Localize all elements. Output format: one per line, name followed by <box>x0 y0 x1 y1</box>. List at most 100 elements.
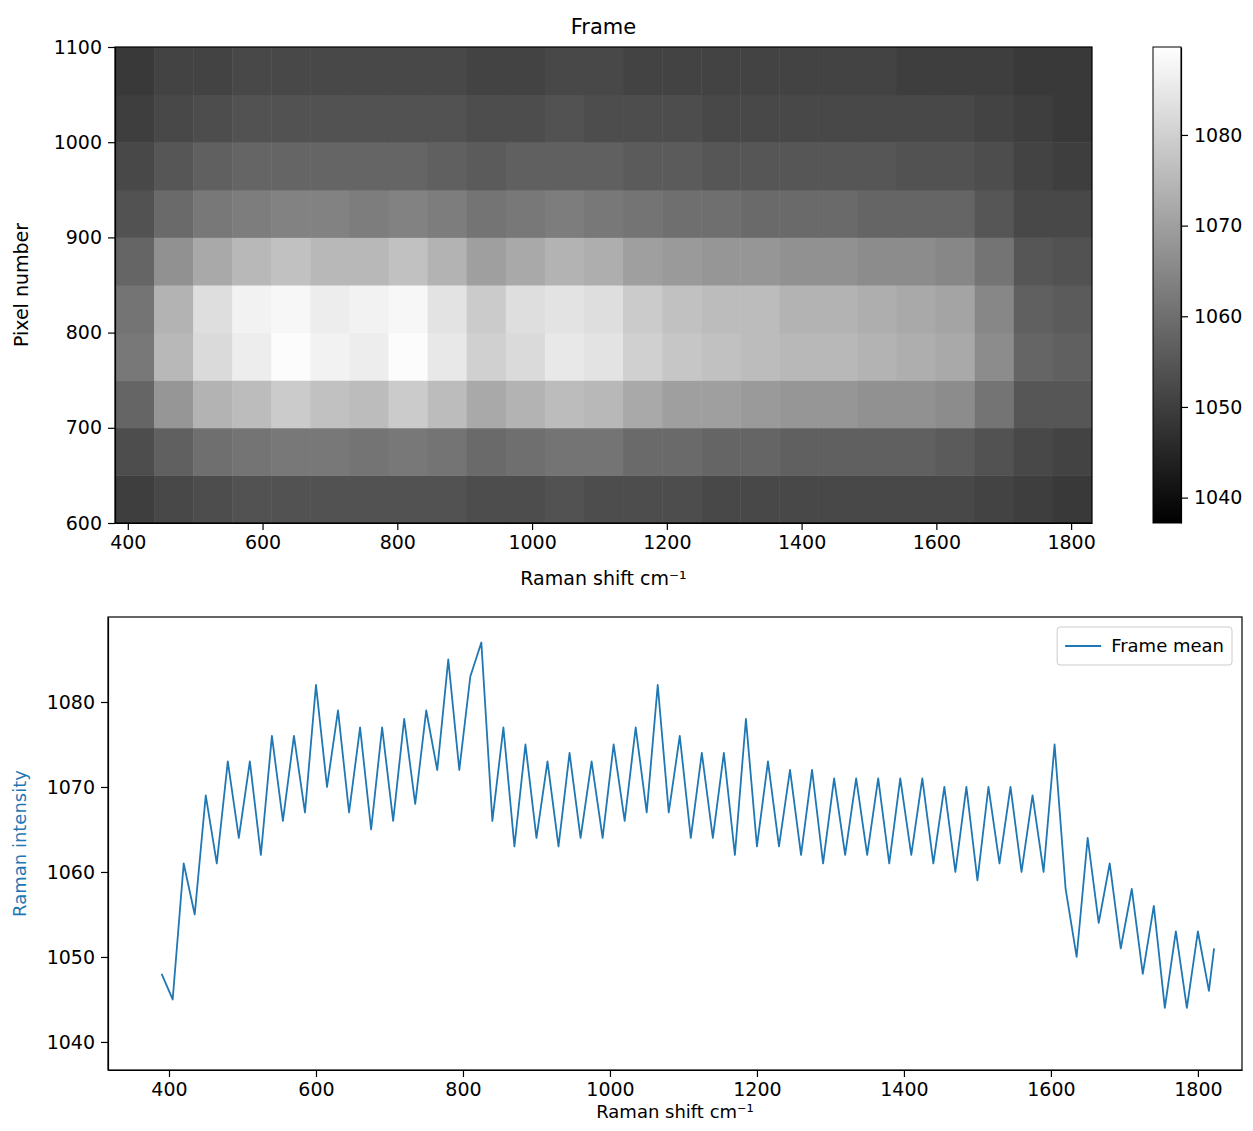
heatmap-cell <box>818 380 858 428</box>
heatmap-cell <box>349 380 389 428</box>
heatmap-cell <box>623 47 663 95</box>
heatmap-cell <box>310 237 350 285</box>
heatmap-cell <box>818 190 858 238</box>
tick-label: 400 <box>110 531 146 553</box>
heatmap-cell <box>271 142 311 190</box>
heatmap-cell <box>858 333 898 381</box>
tick-mark <box>1051 1070 1052 1077</box>
tick-mark <box>1181 226 1188 227</box>
tick-label: 1600 <box>913 531 961 553</box>
heatmap-cell <box>623 95 663 143</box>
heatmap-cell <box>740 380 780 428</box>
heatmap-cell <box>545 380 585 428</box>
heatmap-cell <box>115 285 155 333</box>
tick-mark <box>108 142 115 143</box>
tick: 800 <box>66 321 115 343</box>
tick-label: 1070 <box>1194 214 1242 236</box>
heatmap-cell <box>310 47 350 95</box>
heatmap-cell <box>1014 380 1054 428</box>
heatmap-cell <box>975 285 1015 333</box>
tick: 900 <box>66 226 115 248</box>
heatmap-cell <box>779 190 819 238</box>
tick-mark <box>1198 1070 1199 1077</box>
heatmap-cell <box>545 333 585 381</box>
tick-mark <box>1181 407 1188 408</box>
heatmap-cell <box>271 285 311 333</box>
axis: 10401050106010701080 <box>47 618 109 1071</box>
heatmap-cell <box>818 285 858 333</box>
heatmap-cell <box>818 428 858 476</box>
heatmap-cell <box>389 47 429 95</box>
tick: 800 <box>380 523 416 553</box>
heatmap-cell <box>818 142 858 190</box>
heatmap-cell <box>740 333 780 381</box>
tick: 1040 <box>1181 486 1242 508</box>
heatmap-cell <box>975 428 1015 476</box>
heatmap-cell <box>506 142 546 190</box>
y-axis-title: Raman intensity <box>9 770 30 917</box>
heatmap-cell <box>779 142 819 190</box>
heatmap-cell <box>623 190 663 238</box>
tick-mark <box>101 702 108 703</box>
heatmap-cell <box>1053 95 1092 143</box>
tick-mark <box>101 872 108 873</box>
tick-label: 1800 <box>1047 531 1095 553</box>
heatmap-cell <box>584 95 624 143</box>
heatmap-cell <box>662 95 702 143</box>
axis: 40060080010001200140016001800 <box>109 1070 1243 1100</box>
tick: 1060 <box>1181 305 1242 327</box>
tick-mark <box>108 47 115 48</box>
heatmap-cell <box>701 190 741 238</box>
heatmap-cell <box>154 285 194 333</box>
heatmap-cell <box>115 47 155 95</box>
heatmap-cell <box>975 475 1015 523</box>
heatmap-cell <box>271 380 311 428</box>
heatmap-cell <box>662 428 702 476</box>
x-axis-title: Raman shift cm⁻¹ <box>596 1101 754 1122</box>
tick-label: 900 <box>66 226 102 248</box>
tick-mark <box>128 523 129 530</box>
heatmap-cell <box>467 190 507 238</box>
plot-frame <box>108 617 1242 1070</box>
heatmap-cell <box>1014 190 1054 238</box>
heatmap-cell <box>271 47 311 95</box>
heatmap-cell <box>975 95 1015 143</box>
heatmap-cell <box>389 475 429 523</box>
heatmap-cell <box>701 380 741 428</box>
heatmap-cell <box>897 333 937 381</box>
heatmap-cell <box>154 475 194 523</box>
heatmap-cell <box>232 475 272 523</box>
heatmap-cell <box>154 47 194 95</box>
heatmap-cell <box>389 142 429 190</box>
heatmap-cell <box>193 428 233 476</box>
heatmap-cell <box>779 333 819 381</box>
tick-mark <box>1071 523 1072 530</box>
tick-mark <box>108 237 115 238</box>
heatmap-cell <box>310 475 350 523</box>
tick: 1800 <box>1047 523 1095 553</box>
heatmap-cell <box>584 190 624 238</box>
heatmap-cell <box>936 237 976 285</box>
tick: 800 <box>445 1070 481 1100</box>
heatmap-cell <box>701 95 741 143</box>
heatmap-cell <box>897 190 937 238</box>
heatmap-cell <box>1053 47 1092 95</box>
heatmap-cell <box>115 475 155 523</box>
heatmap-cell <box>349 95 389 143</box>
heatmap-cell <box>467 475 507 523</box>
heatmap-cell <box>545 95 585 143</box>
tick: 1600 <box>1027 1070 1075 1100</box>
heatmap-cell <box>428 428 468 476</box>
heatmap-cell <box>1053 380 1092 428</box>
heatmap-cell <box>389 380 429 428</box>
heatmap-cell <box>1053 428 1092 476</box>
tick: 1800 <box>1174 1070 1222 1100</box>
tick-mark <box>532 523 533 530</box>
heatmap-cell <box>701 237 741 285</box>
tick-mark <box>101 1042 108 1043</box>
heatmap-cell <box>740 47 780 95</box>
heatmap-cell <box>662 237 702 285</box>
tick: 600 <box>298 1070 334 1100</box>
heatmap-cell <box>975 237 1015 285</box>
heatmap-cell <box>858 237 898 285</box>
